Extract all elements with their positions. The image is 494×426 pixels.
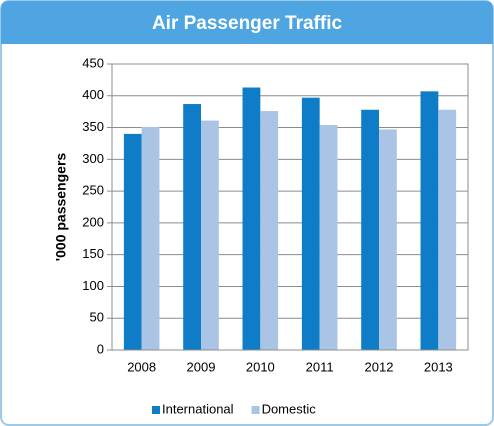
x-tick-label: 2010 [246, 359, 275, 374]
bar [301, 97, 320, 350]
y-tick-label: 300 [82, 151, 104, 166]
y-tick-label: 450 [82, 55, 104, 70]
bar [183, 104, 201, 350]
bar [242, 87, 261, 350]
x-tick-label: 2011 [306, 359, 334, 374]
bar [438, 109, 457, 350]
y-tick-label: 200 [82, 214, 104, 229]
legend-label: Domestic [262, 401, 317, 416]
y-tick-label: 100 [82, 278, 104, 293]
y-tick-label: 150 [82, 246, 104, 261]
y-tick-label: 350 [82, 119, 104, 134]
bar [201, 120, 219, 350]
y-tick-label: 0 [97, 341, 104, 356]
bar [420, 91, 439, 350]
header-bar [1, 1, 493, 44]
legend-swatch [251, 406, 260, 414]
y-tick-label: 250 [82, 183, 104, 198]
bar [319, 125, 338, 350]
legend-swatch [152, 406, 160, 414]
x-tick-label: 2008 [127, 359, 156, 374]
bar [123, 133, 142, 350]
x-tick-label: 2013 [424, 359, 453, 374]
x-tick-label: 2012 [365, 359, 394, 374]
bar [141, 126, 160, 350]
x-tick-label: 2009 [187, 359, 216, 374]
plot-area [111, 63, 469, 351]
bar [379, 129, 397, 350]
chart-title: Air Passenger Traffic [152, 13, 343, 34]
y-tick-label: 50 [90, 310, 104, 325]
y-axis-label: '000 passengers [53, 153, 69, 262]
legend-label: International [162, 401, 234, 416]
bar [260, 111, 279, 350]
bar [361, 109, 379, 350]
y-tick-label: 400 [82, 87, 104, 102]
